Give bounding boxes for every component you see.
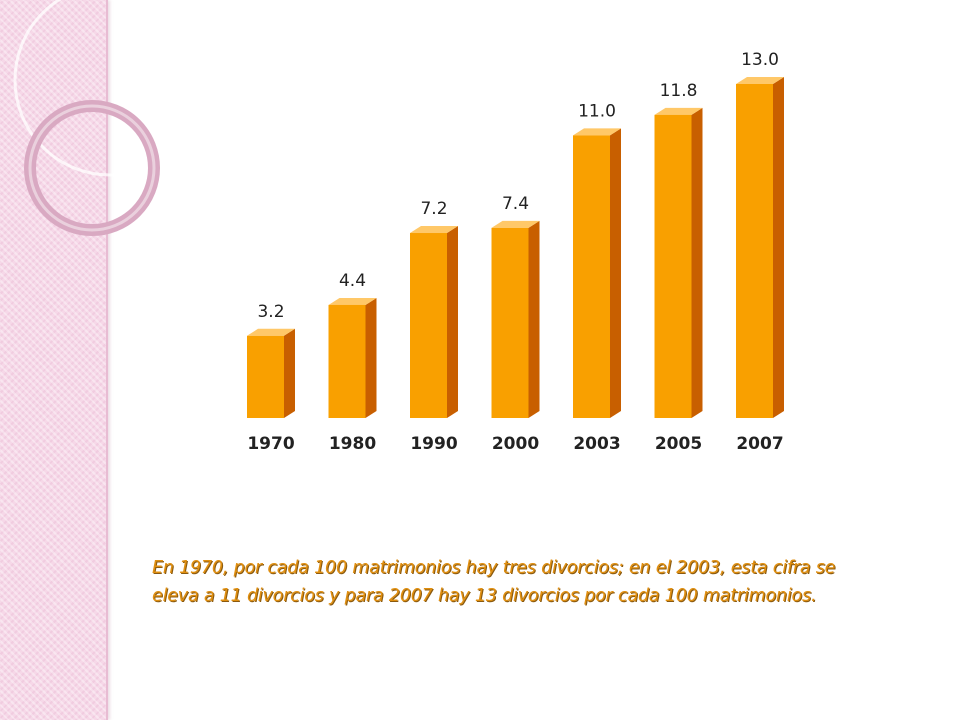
chart-caption: En 1970, por cada 100 matrimonios hay tr… xyxy=(152,554,912,610)
bar-1980 xyxy=(328,304,366,418)
bar-2005 xyxy=(654,114,692,418)
tick-label-2000: 2000 xyxy=(492,434,539,454)
value-label-1990: 7.2 xyxy=(420,199,447,219)
caption-line-2: eleva a 11 divorcios y para 2007 hay 13 … xyxy=(152,586,817,606)
tick-label-1990: 1990 xyxy=(410,434,457,454)
value-label-2000: 7.4 xyxy=(502,194,529,214)
bar-2003 xyxy=(573,135,610,418)
tick-label-2007: 2007 xyxy=(736,434,783,454)
tick-label-2005: 2005 xyxy=(655,434,702,454)
tick-label-1970: 1970 xyxy=(247,434,294,454)
bar-2000 xyxy=(491,227,529,418)
value-label-1980: 4.4 xyxy=(339,271,366,291)
bar-top-2005 xyxy=(654,107,703,115)
bar-top-2007 xyxy=(736,77,784,84)
bar-side-1970 xyxy=(284,328,295,418)
tick-label-1980: 1980 xyxy=(329,434,376,454)
bar-top-1980 xyxy=(328,297,377,305)
value-label-2005: 11.8 xyxy=(660,81,698,101)
bar-side-2005 xyxy=(691,107,703,418)
bar-side-2000 xyxy=(528,220,540,418)
bar-top-1990 xyxy=(410,226,458,234)
tick-label-2003: 2003 xyxy=(573,434,620,454)
bar-side-2007 xyxy=(773,77,784,418)
bar-1990 xyxy=(410,233,447,418)
value-label-2007: 13.0 xyxy=(741,50,779,70)
bar-1970 xyxy=(247,335,284,418)
bar-side-2003 xyxy=(610,128,621,418)
decorative-rings xyxy=(13,0,160,236)
bar-side-1980 xyxy=(365,297,377,418)
bar-top-2003 xyxy=(573,128,621,136)
bar-side-1990 xyxy=(447,226,458,418)
value-label-1970: 3.2 xyxy=(257,302,284,322)
bar-top-1970 xyxy=(247,328,295,336)
bar-2007 xyxy=(736,84,773,418)
bar-top-2000 xyxy=(491,220,540,228)
caption-line-1: En 1970, por cada 100 matrimonios hay tr… xyxy=(152,558,836,578)
value-label-2003: 11.0 xyxy=(578,101,616,121)
